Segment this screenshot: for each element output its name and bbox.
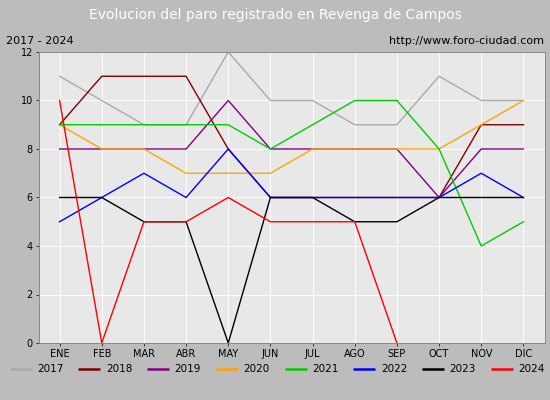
Text: http://www.foro-ciudad.com: http://www.foro-ciudad.com [389,36,544,46]
Text: 2021: 2021 [312,364,338,374]
Text: Evolucion del paro registrado en Revenga de Campos: Evolucion del paro registrado en Revenga… [89,8,461,22]
Text: 2020: 2020 [243,364,270,374]
Text: 2017 - 2024: 2017 - 2024 [6,36,73,46]
Text: 2019: 2019 [175,364,201,374]
Text: 2017: 2017 [37,364,63,374]
Text: 2018: 2018 [106,364,132,374]
Text: 2023: 2023 [450,364,476,374]
Text: 2024: 2024 [518,364,544,374]
Text: 2022: 2022 [381,364,407,374]
